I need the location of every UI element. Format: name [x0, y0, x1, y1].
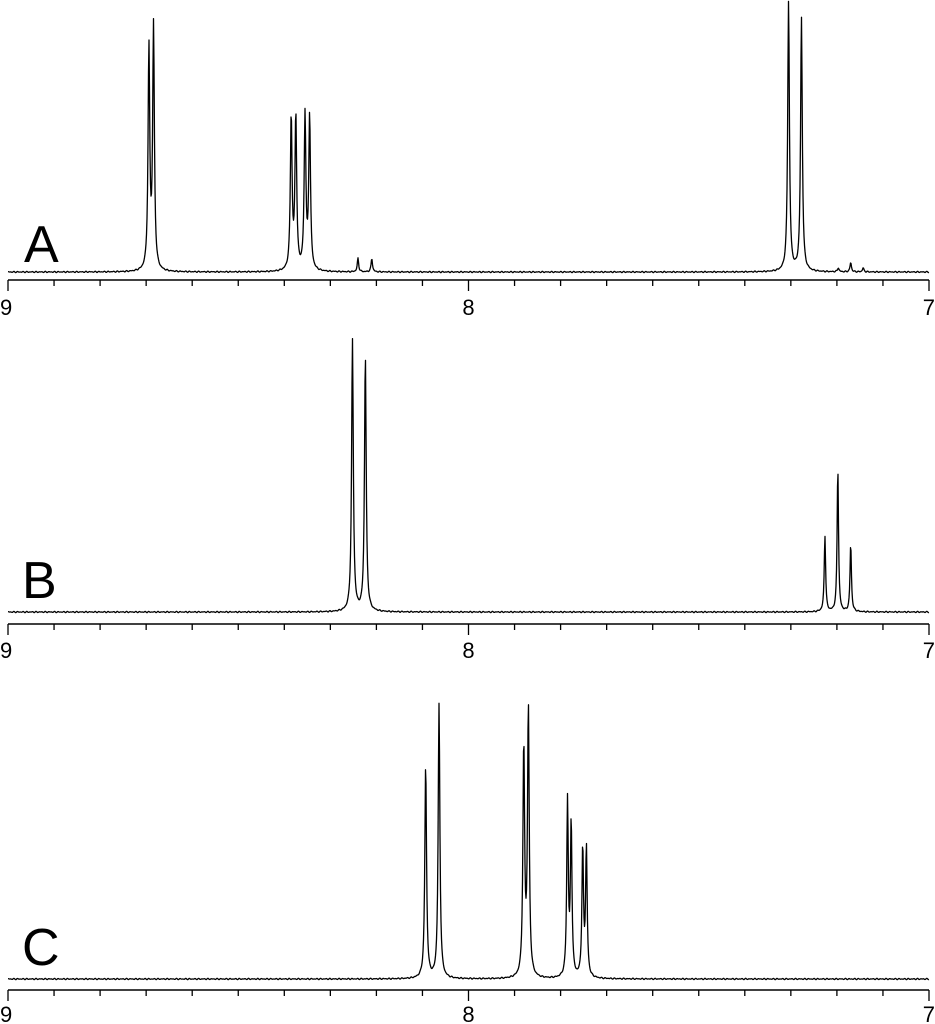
x-tick-label: 7: [923, 638, 935, 663]
x-tick-label: 9: [0, 638, 12, 663]
panel-label: A: [24, 216, 59, 274]
spectrum-trace: [7, 0, 930, 274]
x-tick-label: 7: [923, 1002, 935, 1024]
spectrum-trace: [7, 338, 930, 614]
x-tick-label: 9: [0, 295, 12, 320]
panel-label: B: [22, 552, 57, 610]
x-tick-label: 9: [0, 1002, 12, 1024]
x-tick-label: 7: [923, 295, 935, 320]
x-tick-label: 8: [462, 295, 474, 320]
x-tick-label: 8: [462, 1002, 474, 1024]
spectrum-panel-c: 9 8 7 C: [0, 702, 935, 1024]
spectrum-panel-a: 9 8 7 A: [0, 0, 935, 320]
x-tick-label: 8: [462, 638, 474, 663]
spectrum-panel-b: 9 8 7 B: [0, 338, 935, 663]
spectrum-trace: [7, 702, 930, 981]
panel-label: C: [22, 919, 60, 977]
